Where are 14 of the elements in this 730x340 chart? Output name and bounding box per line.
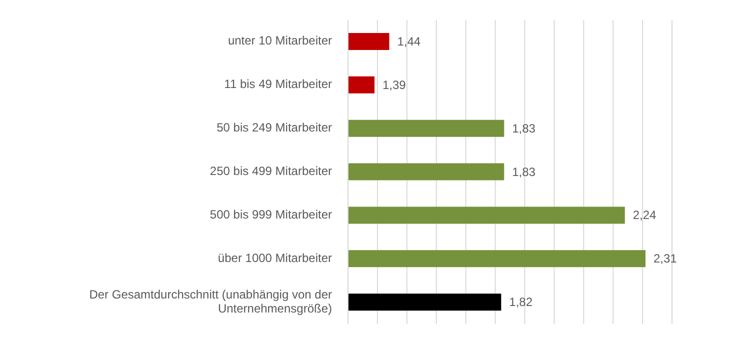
- y-tick-label: unter 10 Mitarbeiter: [228, 34, 332, 48]
- data-label: 2,24: [632, 208, 657, 222]
- data-label: 1,44: [397, 34, 421, 48]
- data-label: 1,82: [509, 295, 533, 310]
- y-tick-label: Der Gesamtdurchschnitt (unabhängig von der Unternehmensgröße): [89, 287, 332, 316]
- data-label: 1,83: [512, 121, 536, 136]
- y-tick-label: 250 bis 499 Mitarbeiter: [210, 164, 332, 178]
- data-label: 2,31: [653, 252, 678, 266]
- y-tick-label: 500 bis 999 Mitarbeiter: [210, 208, 332, 222]
- data-label: 1,39: [382, 78, 406, 92]
- y-tick-label: 11 bis 49 Mitarbeiter: [224, 77, 332, 92]
- y-tick-label: 50 bis 249 Mitarbeiter: [216, 120, 332, 135]
- y-tick-label: über 1000 Mitarbeiter: [218, 251, 332, 266]
- data-label: 1,83: [512, 164, 536, 179]
